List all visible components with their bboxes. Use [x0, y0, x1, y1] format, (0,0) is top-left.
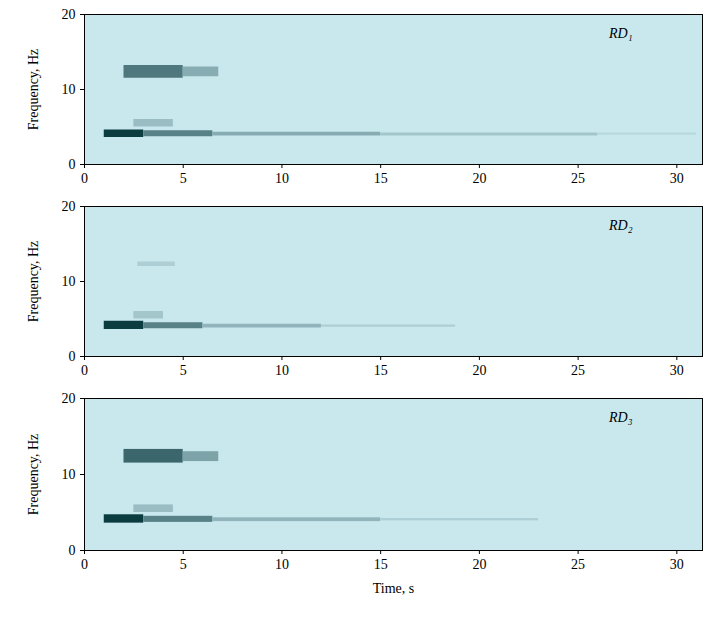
- svg-text:0: 0: [69, 349, 76, 364]
- svg-text:30: 30: [670, 171, 684, 186]
- svg-text:10: 10: [62, 82, 76, 97]
- svg-text:10: 10: [275, 557, 289, 572]
- svg-text:RD₃: RD₃: [608, 410, 633, 425]
- svg-text:0: 0: [81, 363, 88, 378]
- svg-text:30: 30: [670, 363, 684, 378]
- svg-text:Frequency, Hz: Frequency, Hz: [26, 241, 41, 323]
- svg-text:10: 10: [62, 274, 76, 289]
- svg-text:5: 5: [180, 363, 187, 378]
- svg-text:15: 15: [374, 171, 388, 186]
- svg-text:20: 20: [472, 171, 486, 186]
- svg-text:RD₂: RD₂: [608, 218, 633, 233]
- svg-text:25: 25: [571, 363, 585, 378]
- svg-text:20: 20: [62, 7, 76, 22]
- svg-text:20: 20: [62, 199, 76, 214]
- svg-text:20: 20: [62, 391, 76, 406]
- svg-text:15: 15: [374, 557, 388, 572]
- svg-text:0: 0: [81, 171, 88, 186]
- svg-text:5: 5: [180, 557, 187, 572]
- svg-text:Time, s: Time, s: [373, 581, 415, 596]
- svg-text:25: 25: [571, 171, 585, 186]
- svg-text:0: 0: [69, 157, 76, 172]
- svg-text:10: 10: [275, 171, 289, 186]
- svg-text:25: 25: [571, 557, 585, 572]
- svg-text:30: 30: [670, 557, 684, 572]
- svg-text:20: 20: [472, 363, 486, 378]
- svg-text:Frequency, Hz: Frequency, Hz: [26, 49, 41, 131]
- svg-text:5: 5: [180, 171, 187, 186]
- svg-text:Frequency, Hz: Frequency, Hz: [26, 434, 41, 516]
- svg-text:10: 10: [62, 467, 76, 482]
- svg-text:10: 10: [275, 363, 289, 378]
- svg-text:0: 0: [81, 557, 88, 572]
- svg-text:RD₁: RD₁: [608, 26, 633, 41]
- svg-text:15: 15: [374, 363, 388, 378]
- svg-text:0: 0: [69, 543, 76, 558]
- svg-text:20: 20: [472, 557, 486, 572]
